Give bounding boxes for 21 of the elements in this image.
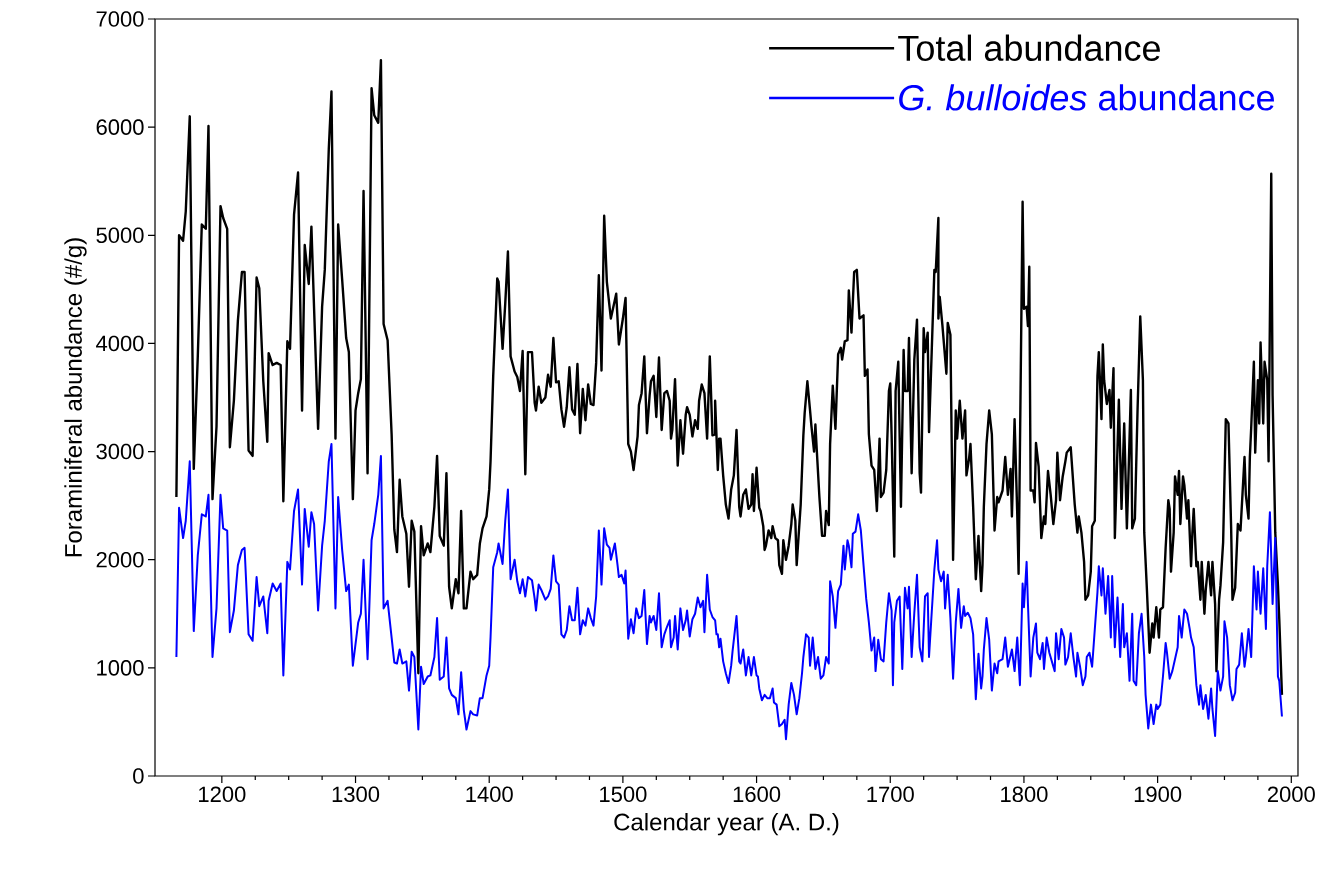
x-tick-label: 1200	[199, 786, 246, 803]
y-tick-label: 2000	[96, 551, 144, 568]
x-tick-label: 1400	[466, 786, 513, 803]
y-tick-label: 4000	[96, 335, 144, 352]
x-tick-label: 1500	[600, 786, 647, 803]
x-tick-label: 1300	[332, 786, 380, 803]
y-tick-label: 0	[133, 768, 144, 784]
legend-label: Total abundance	[898, 34, 1160, 61]
x-tick-label: 1800	[1001, 786, 1048, 803]
y-axis-title: Foraminiferal abundance (#/g)	[64, 238, 87, 557]
y-tick-label: 6000	[96, 119, 144, 135]
x-tick-label: 1900	[1134, 786, 1182, 803]
x-tick-label: 1700	[867, 786, 914, 803]
y-tick-label: 7000	[96, 11, 144, 27]
x-tick-label: 2000	[1267, 786, 1315, 803]
x-tick-label: 1600	[733, 786, 781, 803]
y-tick-label: 5000	[96, 227, 144, 244]
x-axis-title: Calendar year (A. D.)	[614, 812, 839, 836]
y-tick-label: 1000	[97, 660, 144, 676]
legend-label: G. bulloides abundance	[899, 84, 1274, 111]
y-tick-label: 3000	[96, 443, 144, 460]
